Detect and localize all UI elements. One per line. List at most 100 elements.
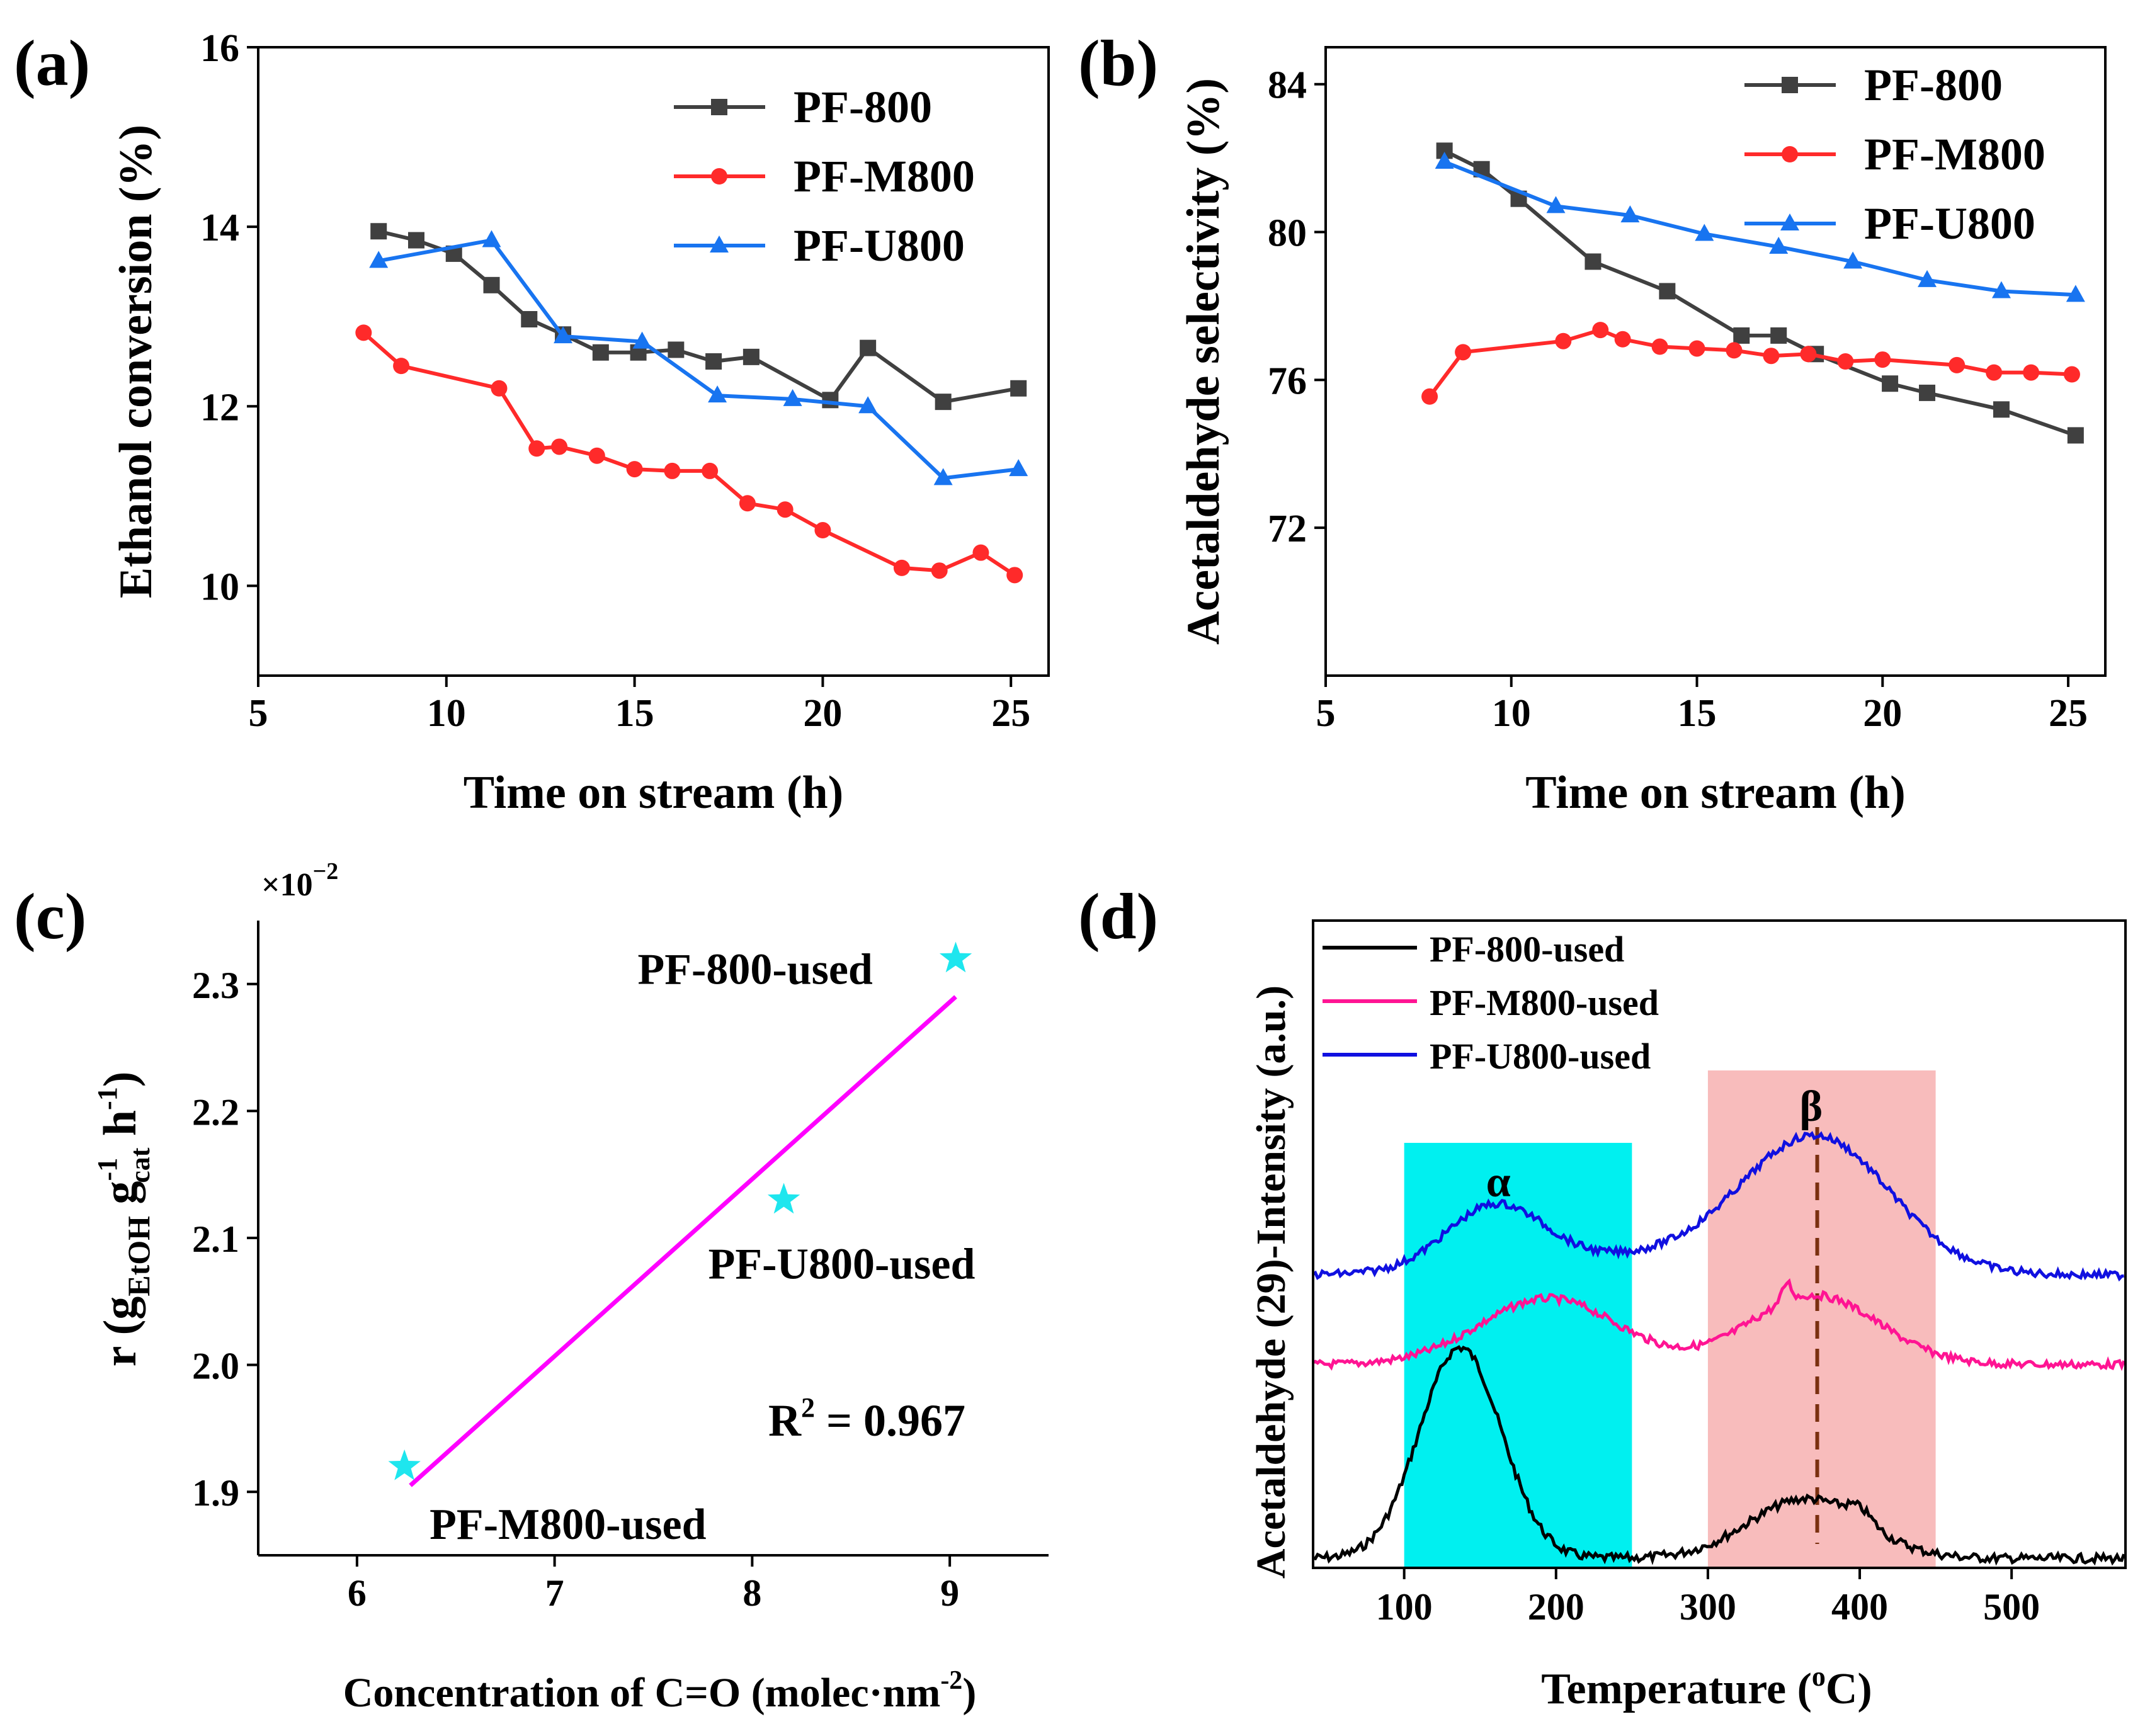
- x-tick-label: 200: [1528, 1586, 1585, 1628]
- data-point: [1592, 322, 1609, 339]
- y-title-part: r (g: [94, 1296, 146, 1367]
- panel-letter: (d): [1078, 880, 1158, 953]
- legend-label: PF-800: [1864, 60, 2003, 110]
- data-point: [1949, 356, 1966, 373]
- panel-d: (d) α β 100 200 300 400 500 PF-800-used PF-M800-u…: [1078, 880, 2127, 1713]
- y-tick-label: 80: [1268, 212, 1307, 255]
- region-label-beta: β: [1799, 1082, 1823, 1131]
- y-axis-title: r (gEtOH g-1cat h-1): [92, 1072, 156, 1367]
- data-point: [935, 394, 952, 411]
- legend-label: PF-U800: [1864, 198, 2035, 249]
- data-point: [1651, 338, 1668, 355]
- point-label: PF-U800-used: [708, 1240, 976, 1289]
- data-point: [705, 353, 722, 370]
- series-line: [1443, 149, 2076, 438]
- x-tick-label: 20: [1863, 692, 1902, 735]
- tpd-curve-PF-U800-used: [1312, 1131, 2124, 1282]
- y-tick-label: 14: [200, 207, 239, 249]
- series-PF-800: [1436, 142, 2084, 444]
- data-point: [1555, 332, 1572, 349]
- legend-label: PF-M800: [1864, 129, 2045, 179]
- panel-letter: (a): [14, 27, 90, 99]
- x-tick-label: 9: [940, 1572, 959, 1614]
- series-line: [362, 331, 1016, 577]
- x-tick-label: 300: [1680, 1586, 1736, 1628]
- y-title-part: ): [94, 1072, 146, 1087]
- data-point: [2063, 366, 2080, 383]
- x-tick-label: 6: [348, 1572, 367, 1614]
- data-point: [632, 331, 652, 349]
- data-point: [483, 276, 500, 293]
- tpd-curve-PF-800-used: [1312, 1345, 2125, 1566]
- x-title-superscript: -2: [940, 1666, 962, 1695]
- data-point: [1800, 346, 1817, 363]
- x-axis-title: Time on stream (h): [1525, 767, 1906, 819]
- data-point: [408, 232, 424, 249]
- data-point: [1421, 388, 1438, 405]
- data-point: [1455, 344, 1472, 361]
- data-point: [1882, 375, 1899, 392]
- y-title-part: h: [94, 1110, 146, 1148]
- data-point: [1435, 151, 1454, 169]
- x-tick-label: 25: [991, 692, 1030, 735]
- data-point: [1770, 327, 1787, 344]
- x-tick-label: 5: [249, 692, 268, 735]
- y-title-subscript: cat: [125, 1147, 156, 1183]
- x-tick-label: 400: [1831, 1586, 1888, 1628]
- legend-marker: [711, 168, 727, 184]
- y-axis-title: Ethanol conversion (%): [110, 125, 162, 598]
- multiplier-base: ×10: [261, 867, 313, 903]
- data-point: [1726, 342, 1743, 359]
- panel-letter: (b): [1078, 27, 1158, 99]
- data-point: [1837, 353, 1854, 370]
- y-tick-label: 2.3: [192, 965, 239, 1006]
- data-point: [1006, 567, 1023, 584]
- y-tick-label: 2.0: [192, 1346, 239, 1387]
- region-beta: [1707, 1070, 1936, 1568]
- data-point: [1010, 380, 1027, 397]
- data-point-star: [767, 1183, 800, 1214]
- r-squared-label: R2 = 0.967: [768, 1392, 965, 1446]
- data-point: [1614, 331, 1631, 348]
- series-PF-800: [370, 223, 1027, 411]
- data-point: [1769, 237, 1789, 254]
- legend-entry: PF-U800: [1744, 198, 2035, 249]
- data-point: [1659, 283, 1676, 300]
- x-axis-title: Time on stream (h): [464, 767, 844, 819]
- legend-marker: [1780, 213, 1799, 230]
- data-point: [1874, 351, 1891, 368]
- x-tick-label: 5: [1316, 692, 1336, 735]
- x-title-end: ): [962, 1670, 976, 1716]
- legend-label: PF-M800: [794, 151, 975, 201]
- legend-entry: PF-800: [1744, 60, 2003, 110]
- legend-entry: PF-U800-used: [1323, 1036, 1651, 1077]
- series-PF-U800: [369, 230, 1028, 485]
- y-tick-label: 84: [1268, 64, 1307, 107]
- x-tick-label: 25: [2049, 692, 2088, 735]
- legend-entry: PF-M800-used: [1323, 982, 1659, 1023]
- data-point: [2066, 285, 2085, 302]
- legend-marker: [1782, 146, 1798, 162]
- series-line: [378, 238, 1019, 480]
- legend-label: PF-U800-used: [1430, 1036, 1651, 1077]
- r2-letter: R: [768, 1395, 802, 1446]
- data-point: [893, 559, 910, 576]
- data-point: [491, 380, 508, 397]
- legend-entry: PF-M800: [1744, 129, 2045, 179]
- x-title-end: C): [1826, 1665, 1872, 1713]
- data-point: [482, 230, 501, 247]
- data-point: [2067, 427, 2084, 444]
- data-point: [592, 344, 609, 361]
- x-tick-label: 10: [1492, 692, 1531, 735]
- axis-multiplier: ×10−2: [261, 858, 338, 903]
- panel-a: (a) 5 10 15 20 25 10 12 14 16 PF-800 PF-M800 PF-U800…: [14, 27, 1050, 819]
- x-title-main: Concentration of C=O (molec·nm: [343, 1670, 941, 1716]
- data-point: [588, 447, 605, 464]
- data-point: [369, 251, 389, 268]
- y-tick-label: 2.1: [192, 1218, 239, 1260]
- y-tick-label: 1.9: [192, 1472, 239, 1514]
- plot-frame: [1312, 919, 2127, 1569]
- y-tick-label: 72: [1268, 508, 1307, 550]
- panel-letter: (c): [14, 880, 86, 953]
